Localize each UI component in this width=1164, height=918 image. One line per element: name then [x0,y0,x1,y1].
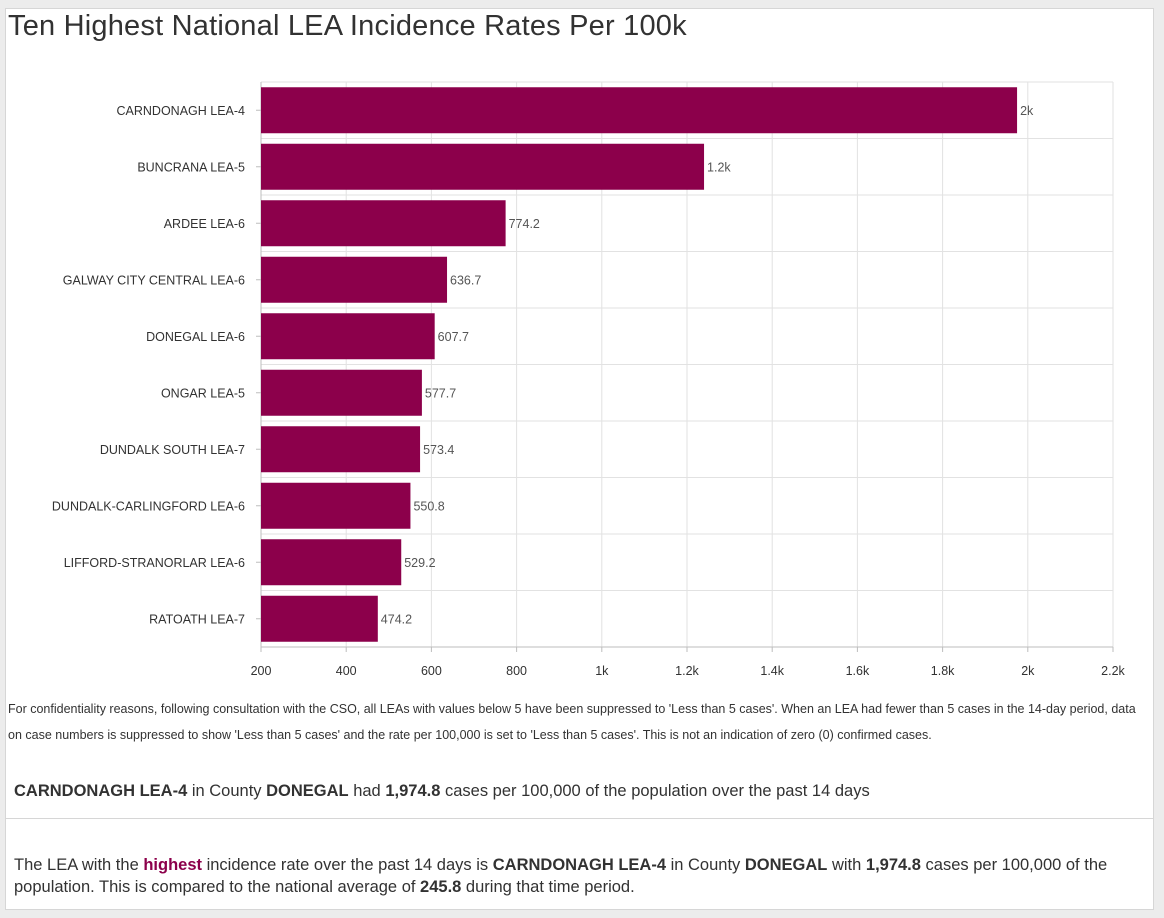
chart-title: Ten Highest National LEA Incidence Rates… [8,10,687,42]
category-label: RATOATH LEA-7 [149,612,245,626]
category-label: GALWAY CITY CENTRAL LEA-6 [63,273,245,287]
confidentiality-note: For confidentiality reasons, following c… [8,702,1136,742]
x-tick-label: 1.4k [760,664,784,678]
x-tick-label: 600 [421,664,442,678]
x-tick-label: 400 [336,664,357,678]
category-label: LIFFORD-STRANORLAR LEA-6 [64,556,245,570]
x-tick-label: 2k [1021,664,1035,678]
data-label: 474.2 [381,612,412,626]
category-label: DONEGAL LEA-6 [146,330,245,344]
highlight-lea: CARNDONAGH LEA-4 [492,856,666,874]
summary-county: DONEGAL [266,782,349,800]
highlight-rate: 1,974.8 [865,856,921,874]
x-tick-label: 200 [251,664,272,678]
bar [261,595,378,642]
highlight-text-3: in County [666,856,745,874]
highlight-text-1: The LEA with the [14,856,144,874]
category-label: CARNDONAGH LEA-4 [117,104,246,118]
data-label: 577.7 [425,386,456,400]
category-label: ARDEE LEA-6 [164,217,245,231]
highlight-text-6: during that time period. [461,878,635,896]
summary-text-3: cases per 100,000 of the population over… [440,782,870,800]
highlight-word: highest [143,856,202,874]
summary-rate: 1,974.8 [385,782,441,800]
summary-text-1: in County [187,782,267,800]
category-label: DUNDALK SOUTH LEA-7 [100,443,245,457]
category-label: ONGAR LEA-5 [161,386,245,400]
highlight-text-4: with [827,856,866,874]
category-label: DUNDALK-CARLINGFORD LEA-6 [52,499,245,513]
x-tick-label: 1.8k [931,664,955,678]
bar [261,426,421,473]
highlight-text-2: incidence rate over the past 14 days is [202,856,493,874]
highlight-text-5: cases per 100,000 of the population. Thi… [14,856,1108,896]
highest-incidence-text: The LEA with the highest incidence rate … [14,854,1144,898]
data-label: 2k [1020,104,1034,118]
bar [261,482,411,529]
bar [261,143,705,190]
data-label: 550.8 [413,499,444,513]
bar [261,87,1018,134]
bar [261,369,422,416]
data-label: 636.7 [450,273,481,287]
lea-summary: CARNDONAGH LEA-4 in County DONEGAL had 1… [14,782,1144,801]
data-label: 529.2 [404,556,435,570]
data-label: 573.4 [423,443,454,457]
category-label: BUNCRANA LEA-5 [137,160,245,174]
highlight-county: DONEGAL [744,856,828,874]
bar [261,313,435,360]
highlight-national-average: 245.8 [420,878,462,896]
data-label: 1.2k [707,160,731,174]
x-tick-label: 800 [506,664,527,678]
data-label: 774.2 [509,217,540,231]
x-tick-label: 1k [595,664,609,678]
bar [261,200,506,247]
x-tick-label: 2.2k [1101,664,1125,678]
bar [261,539,402,586]
summary-text-2: had [348,782,386,800]
bar-chart: 200 400 600 800 1k 1.2k 1.4k 1.6k 1.8k 2k 2.2k CARN… [52,81,1126,678]
data-label: 607.7 [438,330,469,344]
x-tick-label: 1.2k [675,664,699,678]
summary-lea: CARNDONAGH LEA-4 [14,782,188,800]
section-divider [5,818,1154,819]
bar [261,256,448,303]
x-tick-label: 1.6k [846,664,870,678]
